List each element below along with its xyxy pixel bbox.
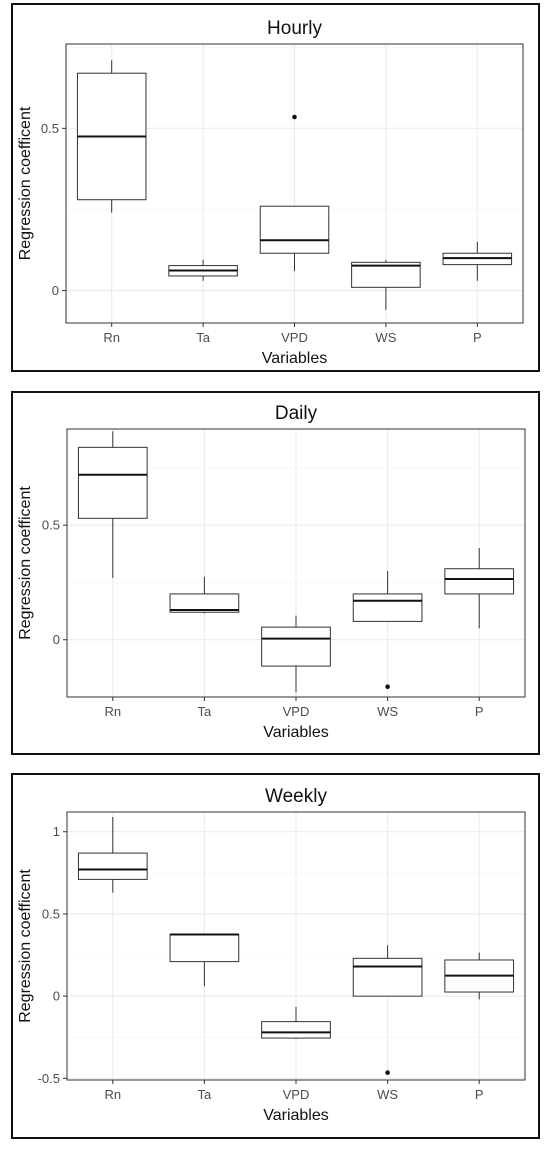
- y-axis-title: Regression coefficent: [17, 106, 34, 260]
- y-axis-title: Regression coefficent: [17, 486, 34, 640]
- box-vpd: [259, 114, 330, 272]
- box-rn: [77, 816, 148, 893]
- daily-chart: 0 0.5 Rn Ta VPD WS P Daily Variables Regression c…: [11, 391, 540, 755]
- y-tick-label: 1: [53, 824, 60, 839]
- x-axis-title: Variables: [262, 350, 328, 367]
- y-tick-label: 0: [53, 632, 60, 647]
- x-tick-label: VPD: [283, 704, 310, 719]
- hourly-chart: 0 0.5 Rn Ta VPD WS P Hourly Variables Regression …: [11, 3, 540, 372]
- box-iqr: [444, 568, 515, 595]
- box-ws: [352, 571, 423, 689]
- weekly-chart-svg: -0.5 0 0.5 1 Rn Ta VPD WS P Weekly Variables Regres…: [17, 786, 526, 1124]
- x-axis-title: Variables: [263, 724, 329, 741]
- box-iqr: [261, 1021, 331, 1039]
- box-iqr: [352, 593, 423, 622]
- x-tick-label: P: [475, 1087, 484, 1102]
- y-tick-label: 0.5: [41, 121, 59, 136]
- box-iqr: [261, 626, 331, 667]
- x-tick-label: WS: [377, 1087, 398, 1102]
- outlier-point: [385, 684, 390, 689]
- x-tick-label: P: [475, 704, 484, 719]
- box-iqr: [77, 446, 148, 519]
- box-p: [444, 952, 515, 1000]
- y-tick-label: 0: [53, 989, 60, 1004]
- x-tick-label: Rn: [103, 330, 120, 345]
- box-ws: [351, 259, 421, 311]
- box-p: [442, 241, 513, 281]
- box-vpd: [261, 1006, 331, 1039]
- y-tick-label: 0: [52, 283, 59, 298]
- box-ta: [168, 259, 238, 281]
- hourly-chart-svg: 0 0.5 Rn Ta VPD WS P Hourly Variables Regression …: [17, 18, 524, 367]
- box-p: [444, 548, 515, 629]
- daily-chart-svg: 0 0.5 Rn Ta VPD WS P Daily Variables Regression c…: [17, 403, 526, 741]
- x-tick-label: Rn: [104, 1087, 121, 1102]
- outlier-point: [292, 114, 297, 120]
- box-ta: [169, 933, 240, 987]
- box-iqr: [352, 957, 423, 997]
- box-iqr: [77, 852, 148, 880]
- y-tick-label: 0.5: [42, 906, 60, 921]
- box-iqr: [169, 933, 240, 963]
- x-tick-label: Ta: [196, 330, 211, 345]
- x-tick-label: VPD: [283, 1087, 310, 1102]
- box-ta: [169, 576, 240, 614]
- chart-title: Hourly: [267, 18, 322, 39]
- chart-title: Daily: [275, 403, 318, 424]
- box-rn: [77, 431, 148, 578]
- outlier-point: [385, 1070, 390, 1075]
- box-iqr: [259, 205, 330, 254]
- weekly-chart: -0.5 0 0.5 1 Rn Ta VPD WS P Weekly Variables Regres…: [11, 773, 540, 1139]
- x-tick-label: WS: [375, 330, 396, 345]
- x-tick-label: Rn: [104, 704, 121, 719]
- y-tick-label: 0.5: [42, 518, 60, 533]
- x-tick-label: P: [473, 330, 482, 345]
- x-tick-label: VPD: [281, 330, 308, 345]
- x-tick-label: Ta: [198, 1087, 213, 1102]
- y-tick-label: -0.5: [38, 1071, 60, 1086]
- box-iqr: [169, 593, 240, 613]
- box-ws: [352, 945, 423, 1075]
- box-vpd: [261, 615, 331, 693]
- box-rn: [76, 60, 147, 213]
- x-axis-title: Variables: [263, 1107, 329, 1124]
- x-tick-label: WS: [377, 704, 398, 719]
- chart-title: Weekly: [265, 786, 327, 807]
- grid-lines: [67, 812, 525, 1080]
- y-axis-title: Regression coefficent: [17, 869, 34, 1023]
- x-tick-label: Ta: [198, 704, 213, 719]
